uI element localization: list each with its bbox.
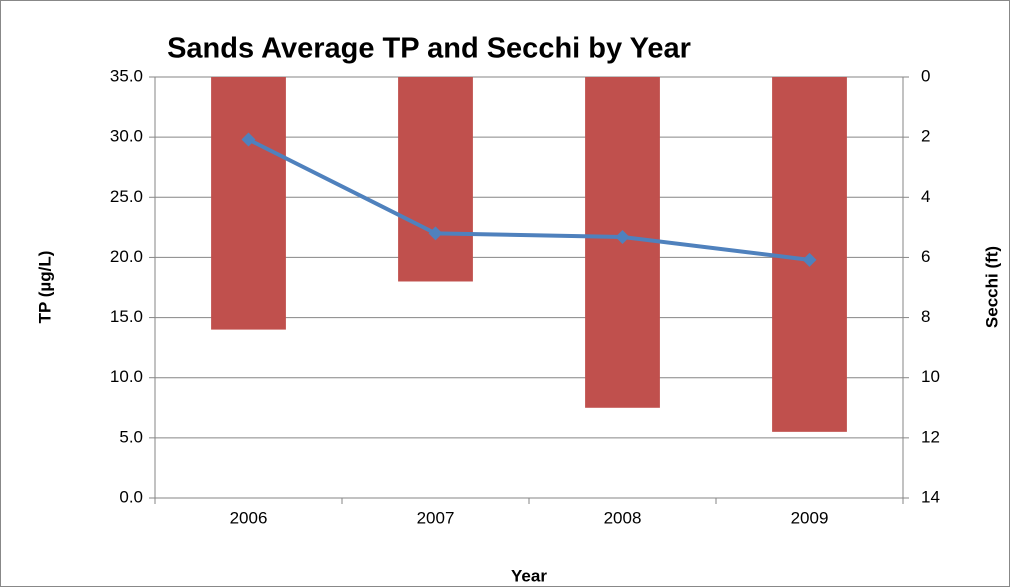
x-axis-title: Year	[511, 566, 547, 585]
y-tick-label: 0.0	[119, 487, 143, 506]
line-marker	[615, 229, 630, 244]
line-marker	[802, 252, 817, 267]
y2-tick-label: 12	[921, 427, 940, 446]
y-tick-label: 35.0	[110, 66, 143, 85]
line-marker	[241, 132, 256, 147]
y2-axis-title: Secchi (ft)	[982, 246, 1001, 328]
y2-tick-label: 10	[921, 367, 940, 386]
line	[247, 137, 810, 262]
y-tick-label: 10.0	[110, 367, 143, 386]
x-tick-label: 2009	[791, 508, 829, 527]
bar	[398, 77, 473, 282]
y2-tick-label: 8	[921, 307, 930, 326]
y-tick-label: 25.0	[110, 187, 143, 206]
y-axis-title: TP (µg/L)	[35, 251, 54, 324]
y-tick-label: 30.0	[110, 127, 143, 146]
y-tick-label: 15.0	[110, 307, 143, 326]
y2-tick-label: 0	[921, 66, 930, 85]
chart-title: Sands Average TP and Secchi by Year	[167, 33, 691, 65]
y2-tick-label: 4	[921, 187, 930, 206]
x-tick-label: 2007	[417, 508, 455, 527]
y-tick-label: 5.0	[119, 427, 143, 446]
y2-tick-label: 2	[921, 127, 930, 146]
y2-tick-label: 6	[921, 247, 930, 266]
y2-tick-label: 14	[921, 487, 940, 506]
bar	[211, 77, 286, 330]
x-tick-label: 2008	[604, 508, 642, 527]
x-tick-label: 2006	[230, 508, 268, 527]
line-marker	[428, 226, 443, 241]
y-tick-label: 20.0	[110, 247, 143, 266]
